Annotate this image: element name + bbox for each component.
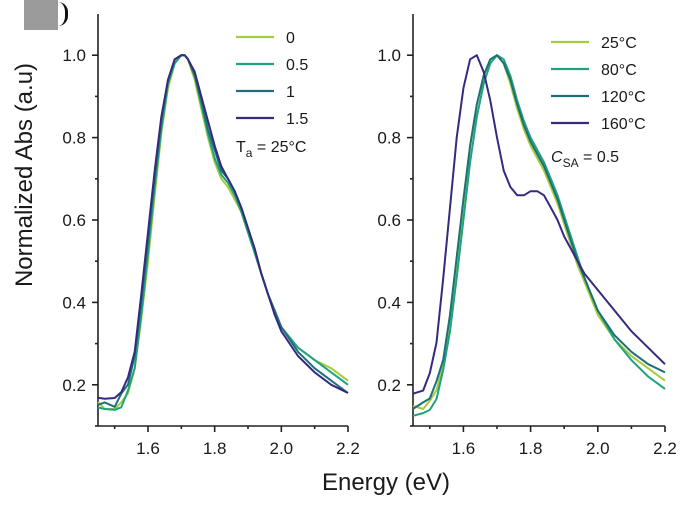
x-tick-label: 1.8 xyxy=(519,439,543,458)
panel-label-paren xyxy=(58,2,68,26)
legend-label: 1 xyxy=(286,84,295,101)
series-line-1 xyxy=(97,54,349,408)
y-tick-label: 0.4 xyxy=(377,293,401,312)
panel-label-badge xyxy=(24,0,58,30)
y-tick-label: 1.0 xyxy=(377,46,401,65)
panel-annotation: CSA = 0.5 xyxy=(551,149,619,170)
y-axis-label: Normalized Abs (a.u) xyxy=(11,63,38,287)
chart-panel-left: 0.2 0.4 0.6 0.8 1.0 1.6 1.8 2.0 2.2 0 0.5 1 1.5 Ta = … xyxy=(62,14,360,458)
x-axis-label: Energy (eV) xyxy=(322,469,450,496)
y-tick-label: 1.0 xyxy=(62,46,86,65)
series-line-120°C xyxy=(412,54,666,410)
panel-annotation: Ta = 25°C xyxy=(236,139,306,160)
y-tick-label: 0.6 xyxy=(377,211,401,230)
x-tick-label: 1.6 xyxy=(452,439,476,458)
legend-label: 80°C xyxy=(601,62,637,79)
y-tick-label: 0.2 xyxy=(377,376,401,395)
x-tick-label: 2.0 xyxy=(270,439,294,458)
x-tick-label: 1.6 xyxy=(136,439,160,458)
x-tick-label: 2.0 xyxy=(586,439,610,458)
y-tick-label: 0.4 xyxy=(62,293,86,312)
x-tick-label: 2.2 xyxy=(653,439,677,458)
legend-label: 0.5 xyxy=(286,57,308,74)
y-tick-label: 0.6 xyxy=(62,211,86,230)
series-line-160°C xyxy=(412,54,666,395)
legend-label: 160°C xyxy=(601,116,646,133)
legend-label: 0 xyxy=(286,30,295,47)
legend-label: 120°C xyxy=(601,89,646,106)
legend-label: 25°C xyxy=(601,35,637,52)
series-line-80°C xyxy=(412,54,666,417)
y-tick-label: 0.8 xyxy=(377,129,401,148)
series-line-1.5 xyxy=(97,54,349,400)
x-tick-label: 2.2 xyxy=(336,439,360,458)
x-tick-label: 1.8 xyxy=(203,439,227,458)
y-tick-label: 0.8 xyxy=(62,129,86,148)
chart-panel-right: 0.2 0.4 0.6 0.8 1.0 1.6 1.8 2.0 2.2 25°C 80°C 120°C… xyxy=(377,14,677,458)
legend-label: 1.5 xyxy=(286,111,308,128)
y-tick-label: 0.2 xyxy=(62,376,86,395)
